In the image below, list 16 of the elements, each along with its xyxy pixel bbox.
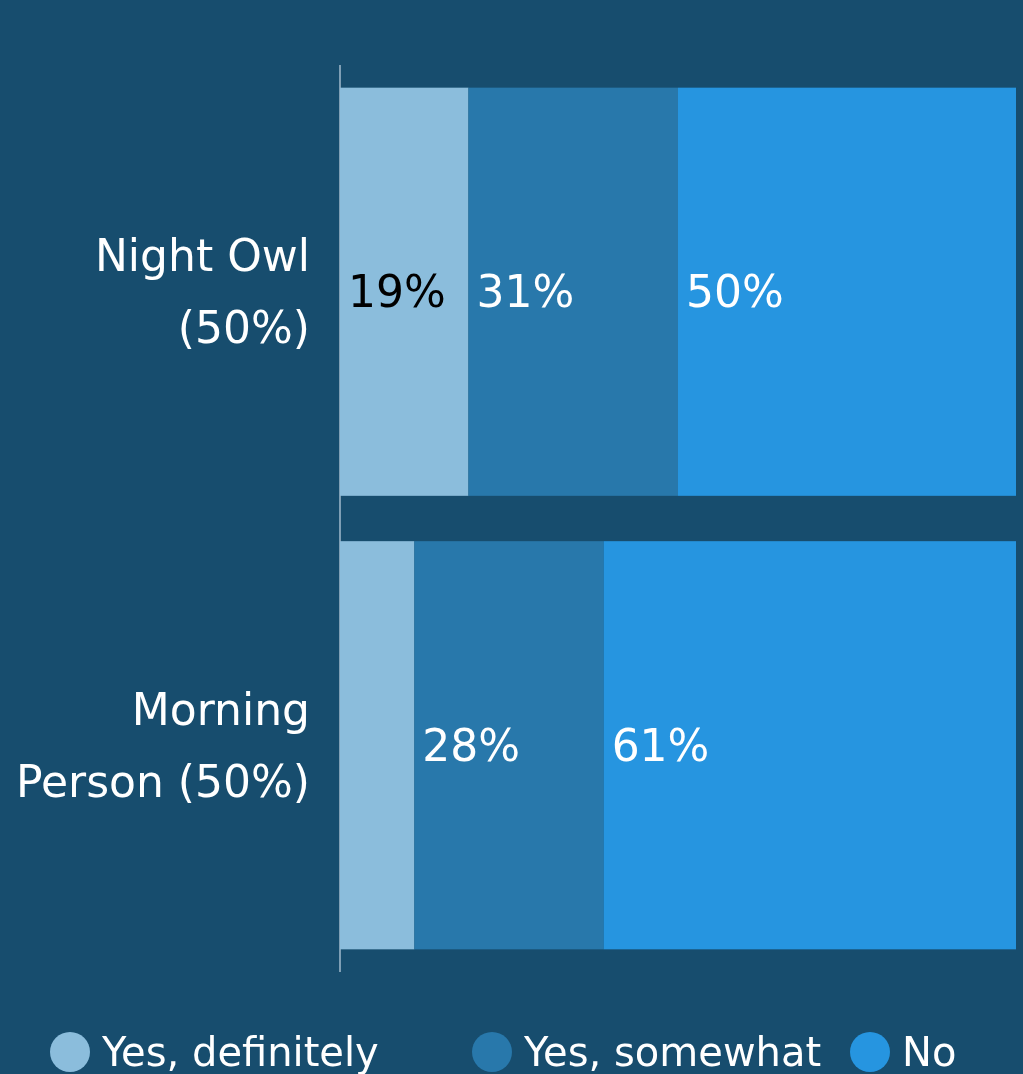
bar [340, 541, 415, 950]
legend-label: Yes, definitely [101, 1029, 379, 1074]
bar [603, 541, 1016, 950]
y-tick-label: Morning Person (50%) [16, 683, 310, 807]
data-label: 19% [348, 266, 446, 318]
bar [678, 87, 1016, 496]
bar [340, 87, 469, 496]
bar [414, 541, 604, 950]
data-label: 31% [476, 266, 575, 318]
data-label: 50% [686, 266, 784, 318]
y-tick-label: Night Owl (50%) [94, 230, 310, 354]
legend-label: No [902, 1029, 957, 1074]
legend-label: Yes, somewhat [523, 1029, 822, 1074]
data-label: 61% [611, 719, 710, 771]
data-label: 28% [422, 719, 521, 771]
bar [468, 87, 678, 496]
